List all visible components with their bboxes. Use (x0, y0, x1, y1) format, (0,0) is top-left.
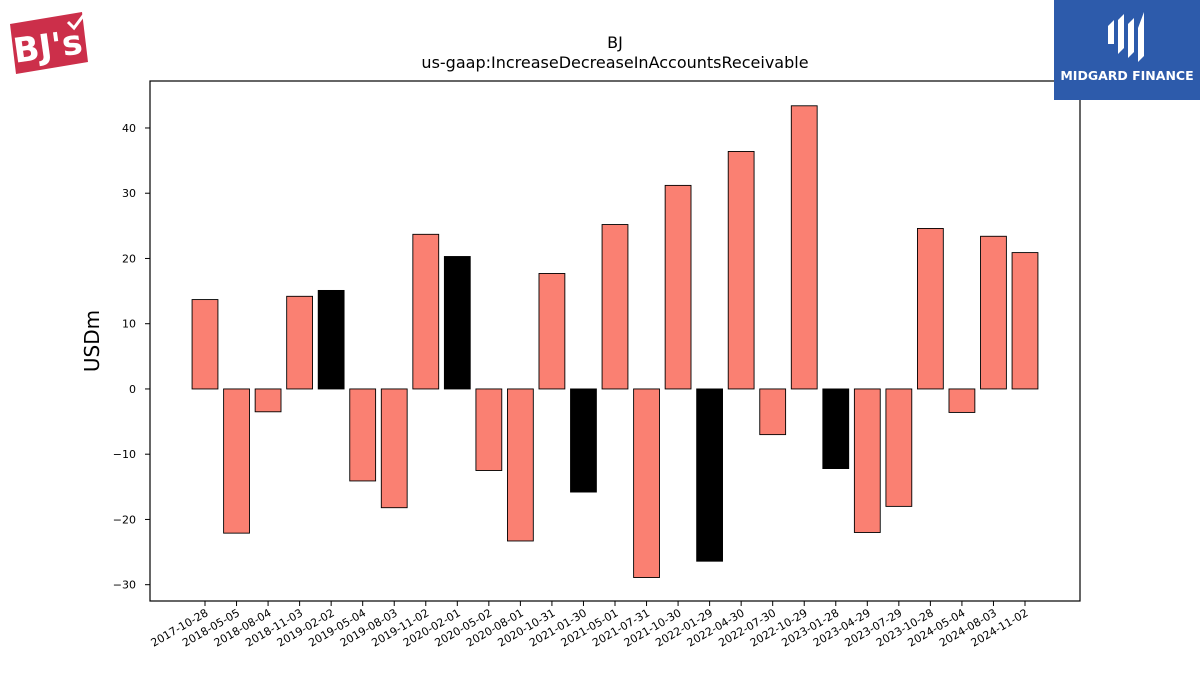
y-tick-label: 10 (122, 318, 136, 331)
bar-2019-02-02 (317, 289, 345, 390)
bar-2023-10-28 (917, 227, 944, 390)
bar-2022-10-29 (790, 105, 818, 390)
y-tick-label: 0 (129, 383, 136, 396)
bar-2023-07-29 (885, 388, 913, 507)
partner-logo: MIDGARD FINANCE (1054, 0, 1200, 100)
y-tick-label: −10 (113, 448, 136, 461)
bar-2022-07-30 (759, 388, 787, 436)
bar-2019-11-02 (412, 233, 440, 390)
brand-logo-text: BJ's (11, 22, 85, 71)
bar-2021-05-01 (601, 224, 629, 390)
brand-logo: BJ's (8, 8, 90, 76)
bar-2021-10-30 (664, 184, 692, 390)
bar-2018-05-05 (223, 388, 250, 534)
bar-group (191, 105, 1039, 578)
x-axis: 2017-10-282018-05-052018-08-042018-11-03… (149, 601, 1031, 650)
bar-2020-05-02 (475, 388, 503, 471)
plot-frame (149, 80, 1081, 602)
bar-2021-07-31 (633, 388, 660, 578)
bar-2023-04-29 (853, 388, 881, 533)
y-axis-label: USDm (80, 310, 104, 372)
bar-2018-08-04 (254, 388, 282, 413)
partner-name: MIDGARD FINANCE (1060, 68, 1194, 83)
bar-2022-01-29 (696, 388, 723, 562)
bar-2018-11-03 (286, 295, 313, 390)
bar-2021-01-30 (570, 388, 597, 493)
y-tick-label: −30 (113, 579, 136, 592)
bar-2022-04-30 (727, 151, 755, 390)
bar-2024-08-03 (980, 235, 1007, 390)
bar-2020-08-01 (507, 388, 534, 542)
y-tick-label: 40 (122, 122, 136, 135)
y-axis: −30 −20 −10 0 10 20 30 40 (113, 122, 150, 592)
bar-2020-02-01 (443, 256, 471, 390)
bar-2023-01-28 (822, 388, 850, 470)
chart-title: BJ (607, 33, 623, 52)
bar-2017-10-28 (191, 299, 219, 390)
bar-2019-08-03 (380, 388, 408, 509)
y-tick-label: 20 (122, 252, 136, 265)
bar-2024-05-04 (948, 388, 976, 413)
bar-2024-11-02 (1011, 252, 1039, 390)
bar-2020-10-31 (538, 273, 566, 390)
bar-2019-05-04 (349, 388, 377, 482)
chart-subtitle: us-gaap:IncreaseDecreaseInAccountsReceiv… (421, 53, 808, 72)
y-tick-label: 30 (122, 187, 136, 200)
y-tick-label: −20 (113, 513, 136, 526)
